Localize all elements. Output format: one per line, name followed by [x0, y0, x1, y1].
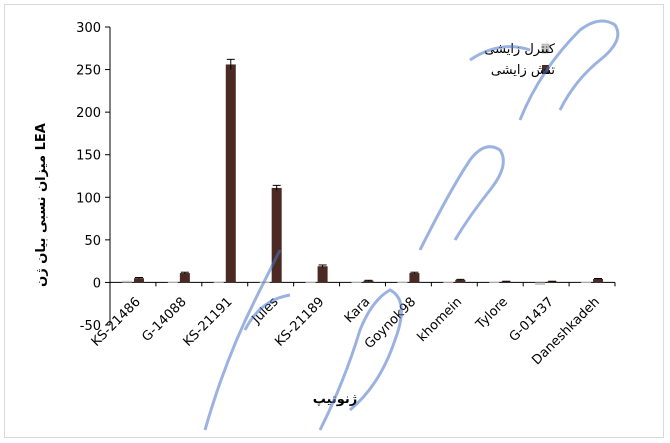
bar-control: [167, 281, 178, 283]
bars: [121, 58, 604, 285]
y-tick-label: -50: [80, 319, 101, 334]
ticks: 300 250 200 150 100 50 0 -50: [76, 21, 616, 334]
bar-stress: [317, 266, 328, 283]
bar-stress: [547, 281, 558, 283]
y-tick-label: 150: [76, 149, 101, 164]
x-category-label: Tylore: [473, 295, 511, 333]
y-axis-title: میزان نسبی بیان ژن LEA: [34, 123, 49, 287]
x-category-label: Kara: [342, 295, 374, 327]
bar-control: [443, 281, 454, 283]
bar-stress: [455, 279, 466, 283]
y-tick-label: 100: [76, 191, 101, 206]
bar-stress: [225, 64, 236, 283]
axes: [109, 27, 615, 325]
x-axis-title: ژنوتیپ: [313, 392, 357, 407]
legend-label-stress: تنش زایشی: [491, 63, 556, 78]
x-category-label: KS-21191: [181, 295, 236, 350]
bar-control: [581, 281, 592, 283]
bar-control: [259, 281, 270, 283]
bar-stress: [179, 273, 190, 283]
bar-stress: [271, 187, 282, 283]
bar-control: [397, 281, 408, 283]
x-category-label: khomein: [415, 295, 465, 345]
bar-control: [351, 281, 362, 283]
bar-control: [121, 280, 132, 283]
legend: کنترل زایشی تنش زایشی: [484, 42, 556, 78]
bar-control: [213, 281, 224, 283]
bar-stress: [363, 280, 374, 283]
bar-stress: [593, 279, 604, 283]
legend-label-control: کنترل زایشی: [484, 42, 556, 57]
bar-control: [489, 281, 500, 283]
x-category-label: KS-21189: [272, 295, 327, 350]
y-tick-label: 0: [93, 276, 101, 291]
bar-stress: [133, 278, 144, 283]
y-tick-label: 200: [76, 106, 101, 121]
chart-frame: 300 250 200 150 100 50 0 -50 KS-21486 G-14088 KS-…: [4, 4, 664, 438]
bar-control: [305, 281, 316, 283]
y-tick-label: 250: [76, 64, 101, 79]
bar-stress: [409, 273, 420, 283]
bar-control: [535, 282, 546, 285]
x-category-label: Jules: [249, 294, 282, 327]
bar-stress: [501, 281, 512, 283]
y-tick-label: 50: [84, 234, 101, 249]
y-tick-label: 300: [76, 21, 101, 36]
